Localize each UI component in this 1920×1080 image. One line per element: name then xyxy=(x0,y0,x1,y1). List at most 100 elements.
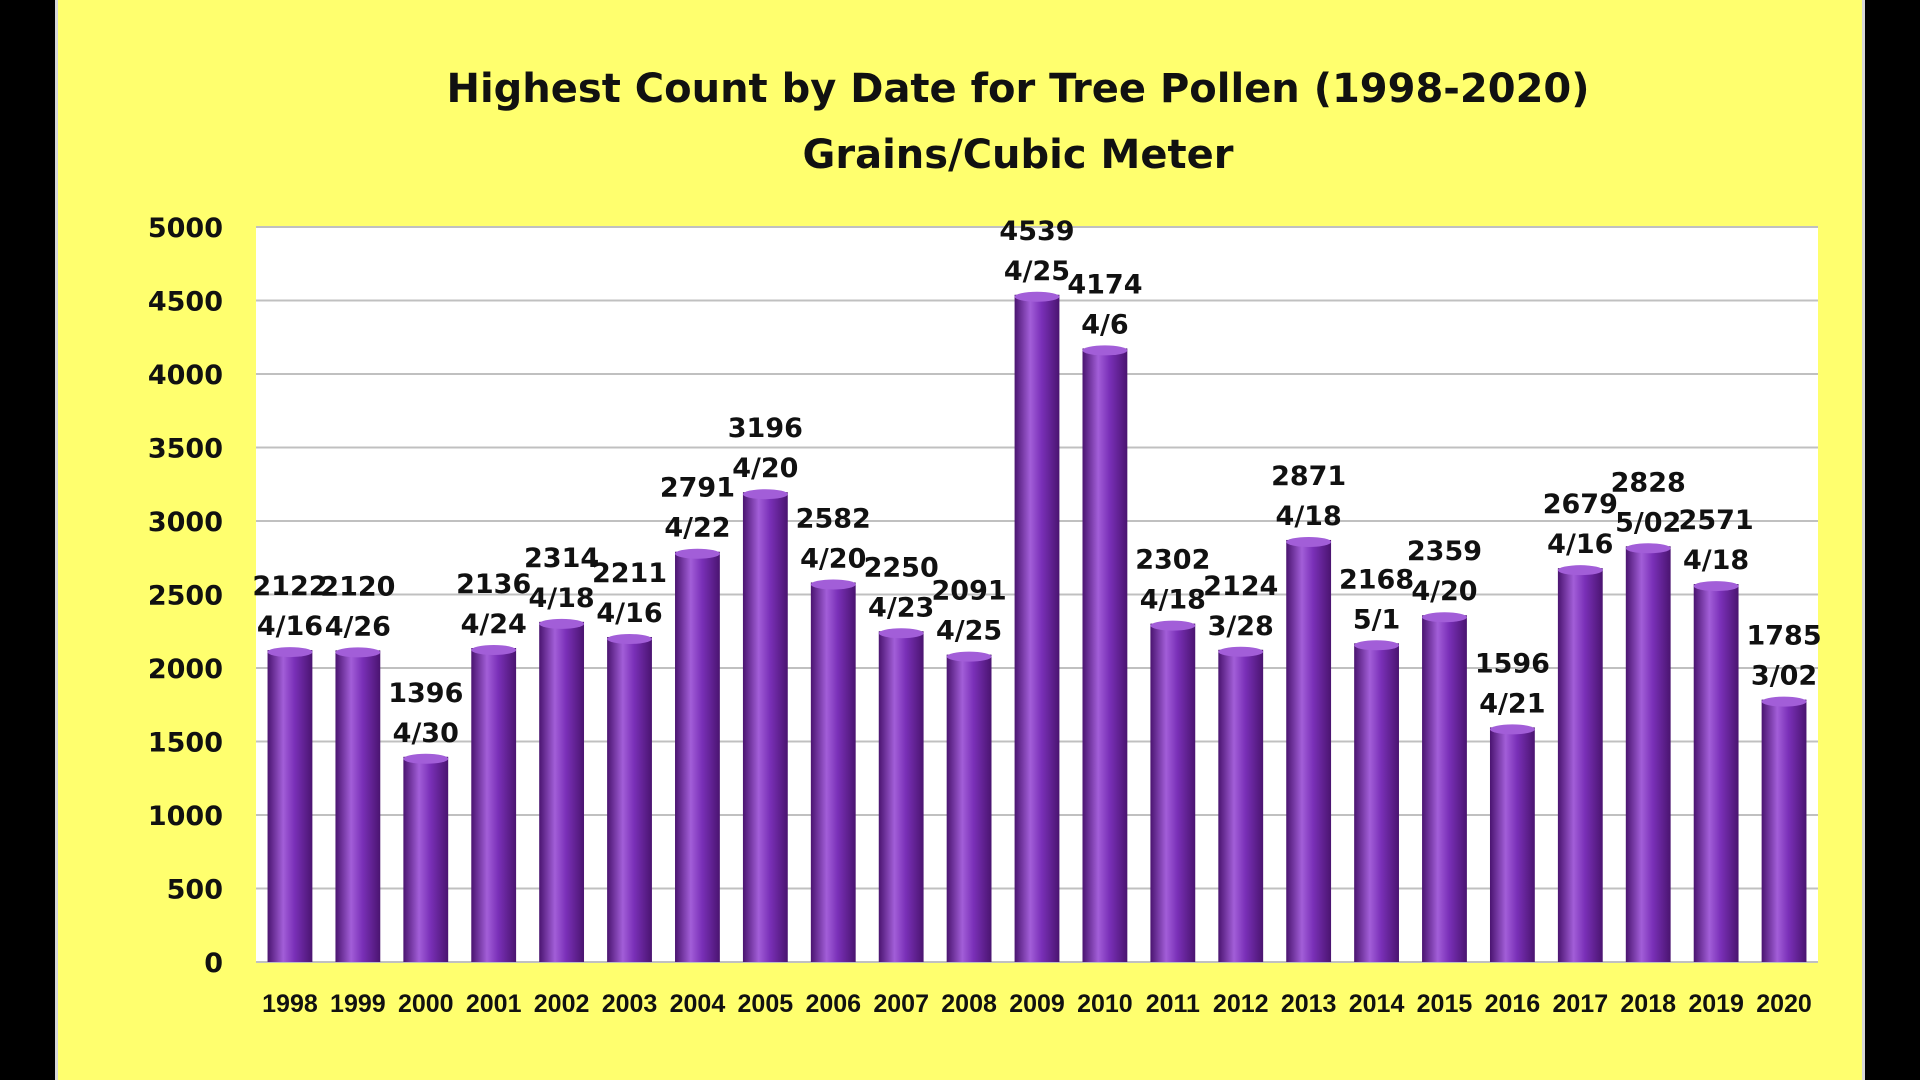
data-label-date-2005: 4/20 xyxy=(732,453,798,484)
bar-cap-2003 xyxy=(607,633,652,644)
bar-cap-1999 xyxy=(335,647,381,658)
data-label-date-2002: 4/18 xyxy=(528,583,594,614)
x-tick-label: 2019 xyxy=(1688,990,1744,1018)
x-tick-label: 2001 xyxy=(466,990,522,1018)
bar-2004 xyxy=(675,551,720,962)
bar-cap-2020 xyxy=(1761,696,1807,707)
y-tick-label: 1000 xyxy=(148,801,223,832)
data-label-date-2015: 4/20 xyxy=(1411,576,1477,607)
data-label-value-1998: 2122 xyxy=(252,571,327,602)
bar-cap-2014 xyxy=(1354,640,1399,651)
bar-2006 xyxy=(810,582,856,962)
x-tick-label: 2008 xyxy=(941,990,997,1018)
bar-cap-2016 xyxy=(1489,724,1535,735)
bar-2012 xyxy=(1218,649,1264,962)
bar-1998 xyxy=(267,650,313,962)
x-tick-label: 1998 xyxy=(262,990,318,1018)
x-tick-label: 2016 xyxy=(1485,990,1541,1018)
y-tick-label: 1500 xyxy=(148,728,223,759)
y-tick-label: 2500 xyxy=(148,581,223,612)
data-label-date-2018: 5/02 xyxy=(1615,507,1681,538)
data-label-date-2008: 4/25 xyxy=(936,616,1002,647)
chart-frame: Highest Count by Date for Tree Pollen (1… xyxy=(55,0,1865,1080)
y-tick-label: 500 xyxy=(167,875,223,906)
data-label-value-2005: 3196 xyxy=(728,413,803,444)
x-tick-label: 2006 xyxy=(805,990,861,1018)
data-label-value-2009: 4539 xyxy=(999,216,1074,247)
bar-cap-2018 xyxy=(1625,543,1671,554)
bar-2019 xyxy=(1693,584,1739,962)
bar-2003 xyxy=(607,636,652,962)
x-tick-label: 2013 xyxy=(1281,990,1337,1018)
bar-cap-2017 xyxy=(1557,565,1603,576)
bar-cap-2005 xyxy=(742,489,788,500)
data-label-value-2016: 1596 xyxy=(1475,648,1550,679)
data-label-value-2003: 2211 xyxy=(592,558,667,589)
y-axis: 0 500 1000 1500 2000 2500 3000 3500 4000 4500 5000 xyxy=(148,213,223,979)
bar-2016 xyxy=(1489,727,1535,962)
x-tick-label: 2002 xyxy=(534,990,590,1018)
data-label-value-2011: 2302 xyxy=(1135,545,1210,576)
bar-cap-2000 xyxy=(403,753,449,764)
data-label-date-1999: 4/26 xyxy=(325,611,391,642)
data-label-value-2018: 2828 xyxy=(1611,467,1686,498)
data-label-value-2008: 2091 xyxy=(932,576,1007,607)
bar-2005 xyxy=(742,492,788,962)
bar-cap-2002 xyxy=(539,618,585,629)
data-label-value-2010: 4174 xyxy=(1067,269,1142,300)
data-label-date-2007: 4/23 xyxy=(868,592,934,623)
data-labels: 2122 4/16 2120 4/26 1396 4/30 2136 4/24 2314 4/18… xyxy=(252,216,1821,749)
x-tick-label: 2010 xyxy=(1077,990,1133,1018)
bar-cap-2012 xyxy=(1218,646,1264,657)
bar-cap-2019 xyxy=(1693,581,1739,592)
data-label-value-2013: 2871 xyxy=(1271,461,1346,492)
bar-2015 xyxy=(1422,615,1467,962)
bar-2018 xyxy=(1625,546,1671,962)
bar-cap-2006 xyxy=(810,579,856,590)
bar-cap-2011 xyxy=(1150,620,1196,631)
x-tick-label: 2015 xyxy=(1417,990,1473,1018)
bar-2008 xyxy=(946,654,992,962)
data-label-date-2001: 4/24 xyxy=(461,609,527,640)
bar-2011 xyxy=(1150,623,1196,962)
y-tick-label: 4000 xyxy=(148,360,223,391)
data-label-value-1999: 2120 xyxy=(320,571,395,602)
bar-2010 xyxy=(1082,348,1128,962)
x-tick-label: 2011 xyxy=(1146,990,1200,1018)
bar-2001 xyxy=(471,648,517,962)
x-tick-label: 2004 xyxy=(670,990,726,1018)
data-label-date-2011: 4/18 xyxy=(1140,585,1206,616)
data-label-date-1998: 4/16 xyxy=(257,611,323,642)
bar-cap-1998 xyxy=(267,647,313,658)
data-label-value-2020: 1785 xyxy=(1746,621,1821,652)
x-tick-label: 1999 xyxy=(330,990,386,1018)
y-tick-label: 3500 xyxy=(148,434,223,465)
bar-cap-2008 xyxy=(946,651,992,662)
x-tick-label: 2003 xyxy=(602,990,658,1018)
data-label-date-2012: 3/28 xyxy=(1208,611,1274,642)
chart-title: Highest Count by Date for Tree Pollen (1… xyxy=(446,66,1589,112)
bar-cap-2001 xyxy=(471,645,517,656)
bar-2017 xyxy=(1557,568,1603,962)
data-label-date-2019: 4/18 xyxy=(1683,545,1749,576)
data-label-value-2017: 2679 xyxy=(1543,489,1618,520)
y-tick-label: 0 xyxy=(204,948,223,979)
bar-1999 xyxy=(335,650,381,962)
x-tick-label: 2007 xyxy=(873,990,929,1018)
x-tick-label: 2018 xyxy=(1620,990,1676,1018)
data-label-date-2000: 4/30 xyxy=(393,718,459,749)
data-label-date-2014: 5/1 xyxy=(1353,604,1400,635)
x-tick-label: 2009 xyxy=(1009,990,1065,1018)
y-tick-label: 3000 xyxy=(148,507,223,538)
y-tick-label: 4500 xyxy=(148,287,223,318)
bar-cap-2009 xyxy=(1014,291,1060,302)
chart-subtitle: Grains/Cubic Meter xyxy=(803,132,1234,178)
bars xyxy=(267,291,1807,963)
data-label-value-2014: 2168 xyxy=(1339,564,1414,595)
data-label-value-2000: 1396 xyxy=(388,678,463,709)
y-tick-label: 5000 xyxy=(148,213,223,244)
x-tick-label: 2017 xyxy=(1552,990,1608,1018)
bar-2000 xyxy=(403,756,449,962)
data-label-value-2002: 2314 xyxy=(524,543,599,574)
data-label-value-2001: 2136 xyxy=(456,569,531,600)
